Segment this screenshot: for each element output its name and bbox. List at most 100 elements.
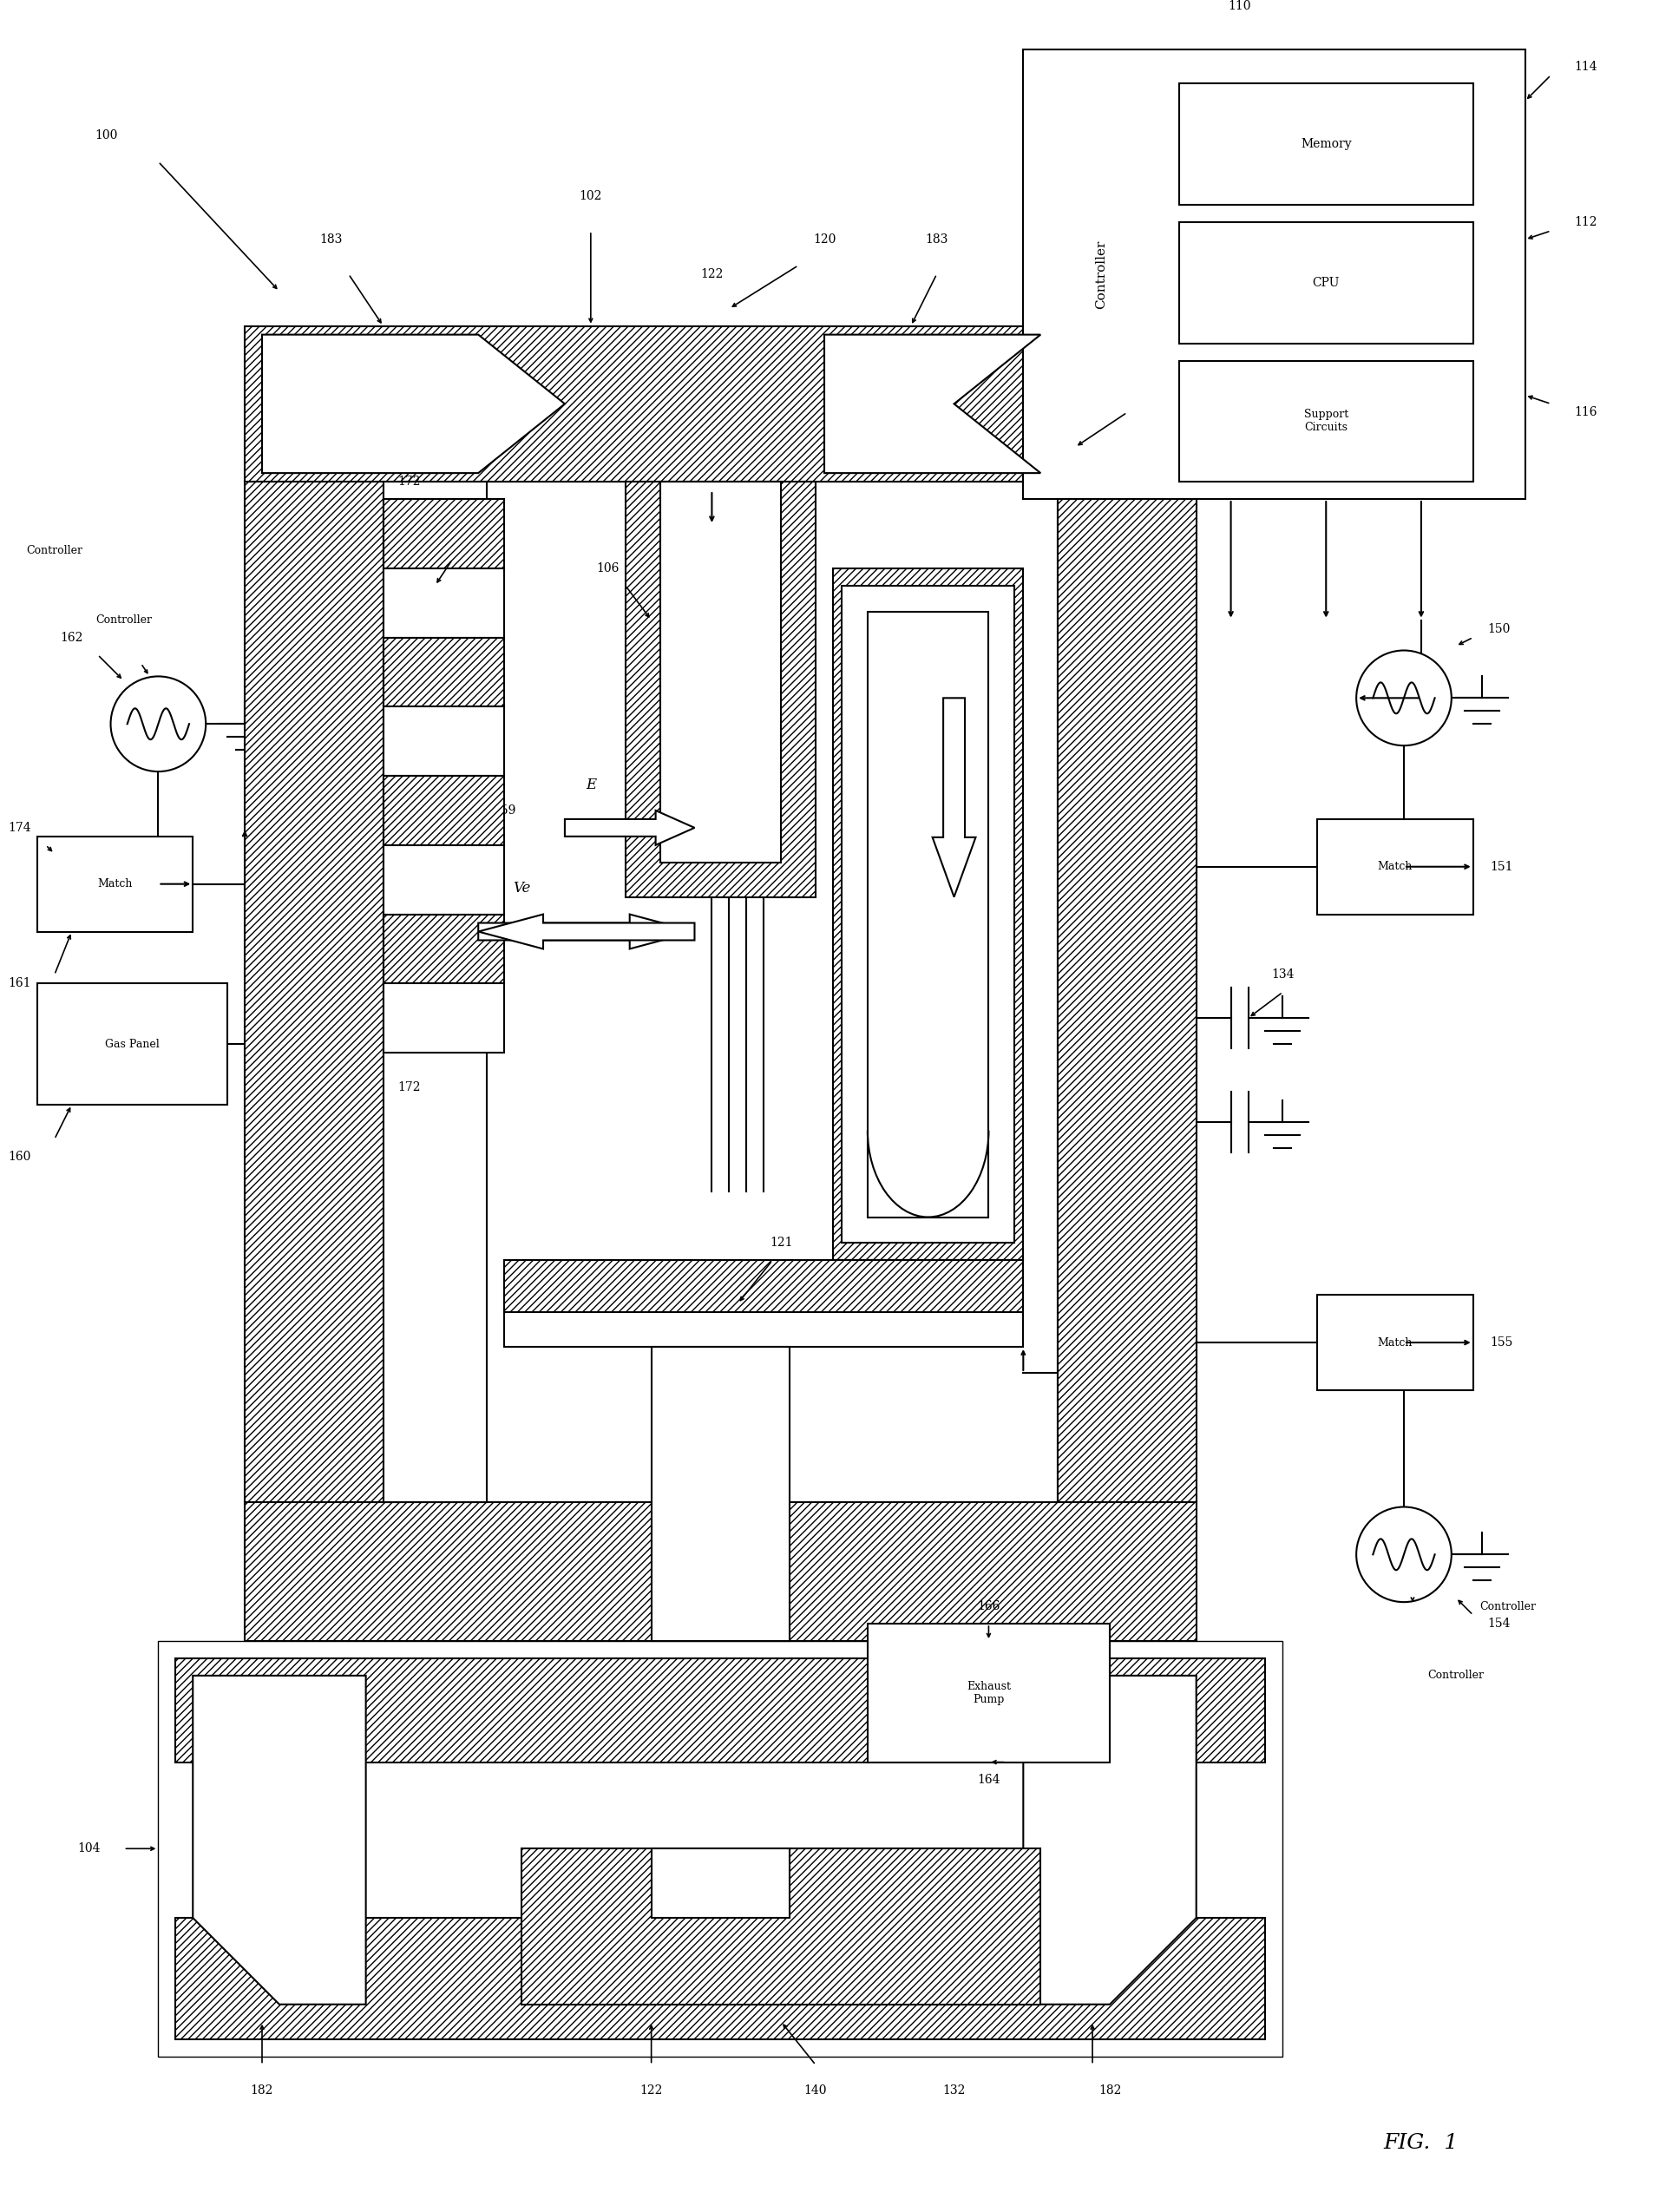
Text: 121: 121: [770, 1237, 793, 1250]
Bar: [246, 325, 1196, 482]
Bar: [1058, 482, 1196, 1502]
Bar: [504, 1261, 1024, 1312]
Text: Support
Circuits: Support Circuits: [1304, 409, 1349, 434]
Text: 116: 116: [1574, 407, 1598, 418]
Text: Exhaust
Pump: Exhaust Pump: [967, 1681, 1010, 1705]
Bar: [383, 845, 504, 914]
Text: 174: 174: [8, 821, 32, 834]
Text: 162: 162: [60, 630, 83, 644]
Text: CPU: CPU: [1312, 276, 1339, 290]
Text: 182: 182: [251, 2084, 274, 2097]
Bar: [383, 984, 504, 1053]
Bar: [383, 776, 504, 845]
Polygon shape: [1024, 1677, 1196, 2004]
Text: 112: 112: [1574, 217, 1598, 228]
Bar: [1317, 1294, 1473, 1389]
Bar: [36, 836, 192, 931]
Bar: [158, 1641, 1282, 2057]
Text: 172: 172: [398, 476, 421, 489]
Text: 134: 134: [1271, 969, 1294, 980]
Text: 120: 120: [813, 234, 836, 246]
Bar: [833, 568, 1024, 1261]
Text: 172: 172: [398, 1082, 421, 1093]
Bar: [1317, 818, 1473, 914]
Polygon shape: [262, 334, 564, 473]
Polygon shape: [932, 699, 975, 898]
Text: 166: 166: [977, 1599, 1000, 1613]
Bar: [1180, 361, 1473, 482]
Bar: [625, 482, 816, 898]
Text: 106: 106: [597, 562, 619, 575]
Text: 104: 104: [78, 1843, 101, 1854]
Bar: [1180, 84, 1473, 206]
Text: E: E: [586, 776, 596, 792]
Bar: [652, 1849, 790, 1918]
Bar: [383, 482, 488, 1502]
Text: 122: 122: [640, 2084, 662, 2097]
Bar: [176, 1918, 1266, 2039]
Text: 154: 154: [1488, 1617, 1511, 1630]
Text: Controller: Controller: [1095, 239, 1107, 307]
Text: Memory: Memory: [1301, 137, 1352, 150]
Text: 183: 183: [320, 234, 343, 246]
Bar: [521, 1849, 1040, 2004]
Bar: [383, 500, 504, 568]
Text: 183: 183: [926, 234, 949, 246]
Polygon shape: [478, 914, 695, 949]
Polygon shape: [478, 914, 695, 949]
Text: 130: 130: [883, 692, 904, 703]
Text: Match: Match: [1377, 1336, 1413, 1347]
Bar: [841, 586, 1015, 1243]
Text: 102: 102: [579, 190, 602, 201]
Bar: [383, 568, 504, 637]
Text: 110: 110: [1228, 0, 1251, 11]
Polygon shape: [192, 1677, 367, 2004]
Text: 108: 108: [1141, 389, 1165, 400]
Text: 160: 160: [8, 1150, 32, 1164]
Text: 150: 150: [1488, 624, 1510, 635]
Bar: [383, 482, 1058, 1502]
Text: 151: 151: [1490, 860, 1513, 874]
Text: 176: 176: [458, 535, 481, 549]
Bar: [660, 482, 781, 863]
Text: Gas Panel: Gas Panel: [105, 1037, 159, 1051]
Text: 100: 100: [95, 131, 118, 142]
Text: 155: 155: [1490, 1336, 1513, 1349]
Text: 114: 114: [1574, 60, 1598, 73]
Bar: [36, 984, 227, 1104]
Bar: [246, 1502, 1196, 1641]
Text: 124: 124: [856, 1186, 879, 1197]
Polygon shape: [825, 334, 1040, 473]
Text: 140: 140: [805, 2084, 828, 2097]
Text: FIG.  1: FIG. 1: [1384, 2132, 1458, 2152]
Text: Match: Match: [1377, 860, 1413, 872]
Text: B: B: [997, 752, 1009, 765]
Text: 161: 161: [8, 978, 32, 989]
Text: 158: 158: [942, 909, 966, 920]
Bar: [246, 482, 383, 1502]
Bar: [383, 706, 504, 776]
Text: 127: 127: [917, 1272, 939, 1283]
Polygon shape: [564, 810, 695, 845]
Bar: [868, 611, 989, 1217]
Text: 164: 164: [977, 1774, 1000, 1785]
Circle shape: [1357, 650, 1452, 745]
Text: Controller: Controller: [1480, 1601, 1536, 1613]
Text: Controller: Controller: [27, 546, 83, 557]
Circle shape: [1357, 1506, 1452, 1601]
Bar: [868, 1624, 1110, 1763]
Text: 159: 159: [493, 805, 516, 816]
Text: Controller: Controller: [96, 615, 153, 626]
Bar: [383, 914, 504, 984]
Text: 126: 126: [684, 1358, 707, 1369]
Text: 182: 182: [1098, 2084, 1121, 2097]
Text: Match: Match: [98, 878, 133, 889]
Bar: [1180, 221, 1473, 343]
Bar: [176, 1659, 1266, 1763]
Text: Controller: Controller: [1428, 1670, 1485, 1681]
Text: Ve: Ve: [513, 880, 531, 896]
Bar: [1024, 49, 1525, 500]
Bar: [383, 637, 504, 706]
Bar: [504, 1261, 1024, 1347]
Circle shape: [111, 677, 206, 772]
